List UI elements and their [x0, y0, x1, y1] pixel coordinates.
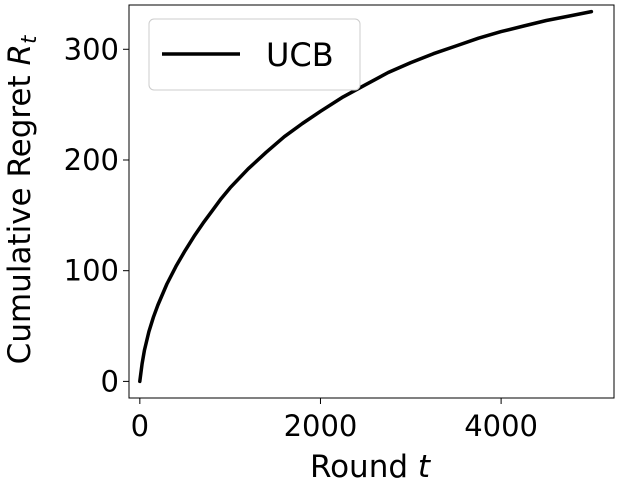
y-tick-label: 100 [64, 254, 119, 288]
x-axis-variable: t [418, 449, 432, 480]
x-tick-label: 2000 [284, 409, 358, 443]
y-axis-variable-subscript: t [17, 35, 41, 44]
y-tick-label: 0 [101, 364, 119, 398]
series-layer [138, 9, 594, 384]
x-tick-label: 0 [131, 409, 149, 443]
plot-frame [128, 4, 615, 399]
series-line-ucb [138, 9, 594, 384]
x-tick-label: 4000 [464, 409, 538, 443]
y-tick-label: 200 [64, 143, 119, 177]
y-axis-variable: R [2, 44, 38, 66]
y-axis-title: Cumulative Regret Rt [2, 35, 41, 364]
legend-label-ucb: UCB [266, 36, 334, 74]
x-axis-label: Round [310, 449, 408, 480]
legend: UCB [148, 18, 361, 91]
y-axis-label: Cumulative Regret [2, 75, 38, 364]
y-axis-ticks: 0 100 200 300 [64, 32, 129, 398]
x-axis-title: Round t [310, 449, 432, 480]
legend-box [148, 18, 361, 91]
y-tick-label: 300 [64, 32, 119, 66]
x-axis-ticks: 0 2000 4000 [131, 398, 538, 443]
